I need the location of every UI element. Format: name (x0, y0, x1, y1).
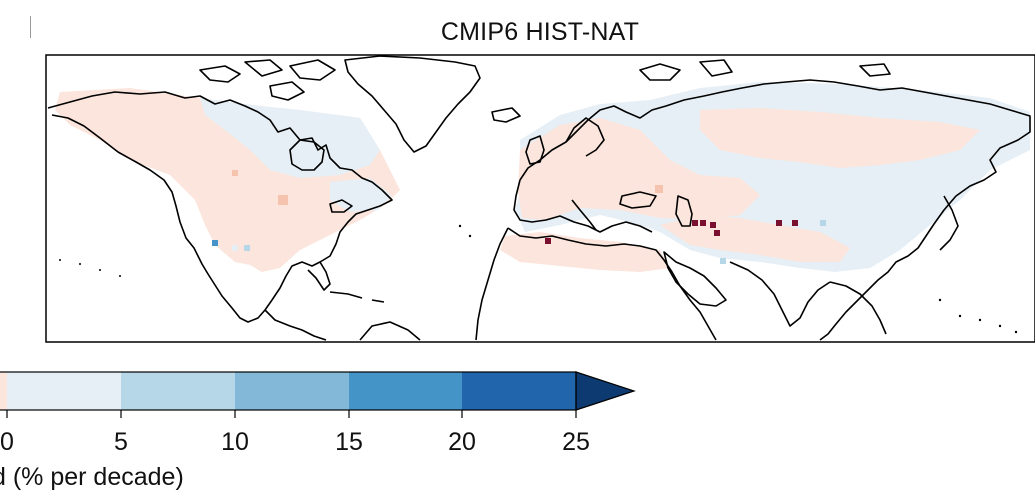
coast-black-sea (619, 191, 657, 209)
coast-africa (507, 227, 717, 341)
coast-india (729, 261, 831, 327)
colorbar-bin (462, 372, 576, 410)
coast-great-lakes (329, 199, 353, 213)
colorbar-tick-label: 20 (448, 428, 476, 456)
cell (776, 220, 782, 226)
island-dot (119, 275, 121, 277)
island-dots (59, 224, 1018, 334)
coast-west-africa (475, 227, 509, 341)
coast-greenland (344, 55, 481, 153)
island-dot (99, 269, 101, 271)
cell (655, 185, 663, 193)
cell (720, 258, 726, 264)
island-dot (59, 259, 61, 261)
coast-central-america (264, 309, 327, 341)
coast-siberian-islands (639, 59, 891, 81)
coast-north-america (47, 91, 393, 323)
colorbar-bin (235, 372, 349, 410)
island-dot (958, 314, 962, 318)
coast-south-america (359, 321, 421, 341)
colorbar-ticks (6, 410, 577, 418)
coast-arctic-islands (199, 59, 336, 101)
coast-mediterranean (513, 179, 653, 233)
cell (692, 220, 698, 226)
colorbar-title: d (% per decade) (0, 463, 184, 491)
island-dot (998, 324, 1002, 328)
island-dot (468, 234, 472, 238)
field-canada-blue (200, 98, 380, 178)
coast-hudson-bay (289, 139, 325, 171)
island-dot (978, 318, 982, 322)
coastlines (47, 55, 1031, 341)
trend-cells (212, 170, 826, 264)
colorbar (0, 371, 636, 418)
cell (244, 245, 250, 251)
coast-florida (307, 261, 331, 291)
cell (212, 240, 218, 246)
cell (700, 220, 706, 226)
island-dot (1014, 330, 1018, 334)
colorbar-tick-label: 15 (335, 428, 363, 456)
coast-eurasia (519, 79, 1031, 341)
coast-iceland (491, 107, 521, 123)
map-frame (45, 54, 1035, 343)
coast-italy (571, 199, 597, 231)
coast-scandinavia (565, 117, 605, 157)
cell (714, 230, 720, 236)
coast-arabia (663, 251, 727, 307)
map-title: CMIP6 HIST-NAT (440, 18, 640, 46)
island-dot (79, 263, 81, 265)
coast-southeast-asia (829, 281, 887, 335)
coast-caspian (675, 195, 693, 227)
colorbar-tick-label: 25 (562, 428, 590, 456)
field-europe-red (518, 118, 760, 220)
field-africa-north-red (500, 232, 670, 272)
colorbar-bins (0, 372, 576, 410)
colorbar-tick-label: 5 (114, 428, 128, 456)
field-asia-red (700, 108, 980, 168)
trend-field (55, 82, 1030, 272)
colorbar-bin (349, 372, 462, 410)
colorbar-frame (0, 371, 577, 411)
panel-corner-tick (30, 16, 31, 38)
colorbar-bin (0, 372, 7, 410)
cell (792, 220, 798, 226)
colorbar-bin (121, 372, 235, 410)
island-dot (938, 298, 942, 302)
cell (545, 238, 551, 244)
cell (278, 195, 288, 205)
coast-japan (939, 195, 959, 251)
colorbar-tick-label: 10 (221, 428, 249, 456)
colorbar-bin (7, 372, 121, 410)
island-dot (458, 224, 462, 228)
cell (232, 170, 238, 176)
field-central-asia-red (660, 215, 850, 262)
cell (710, 222, 716, 228)
coast-caribbean (329, 291, 385, 303)
colorbar-tick-label: 0 (0, 428, 14, 456)
coast-uk (525, 135, 545, 165)
cell (232, 245, 238, 251)
cell (820, 220, 826, 226)
colorbar-extend-arrow (575, 371, 636, 411)
